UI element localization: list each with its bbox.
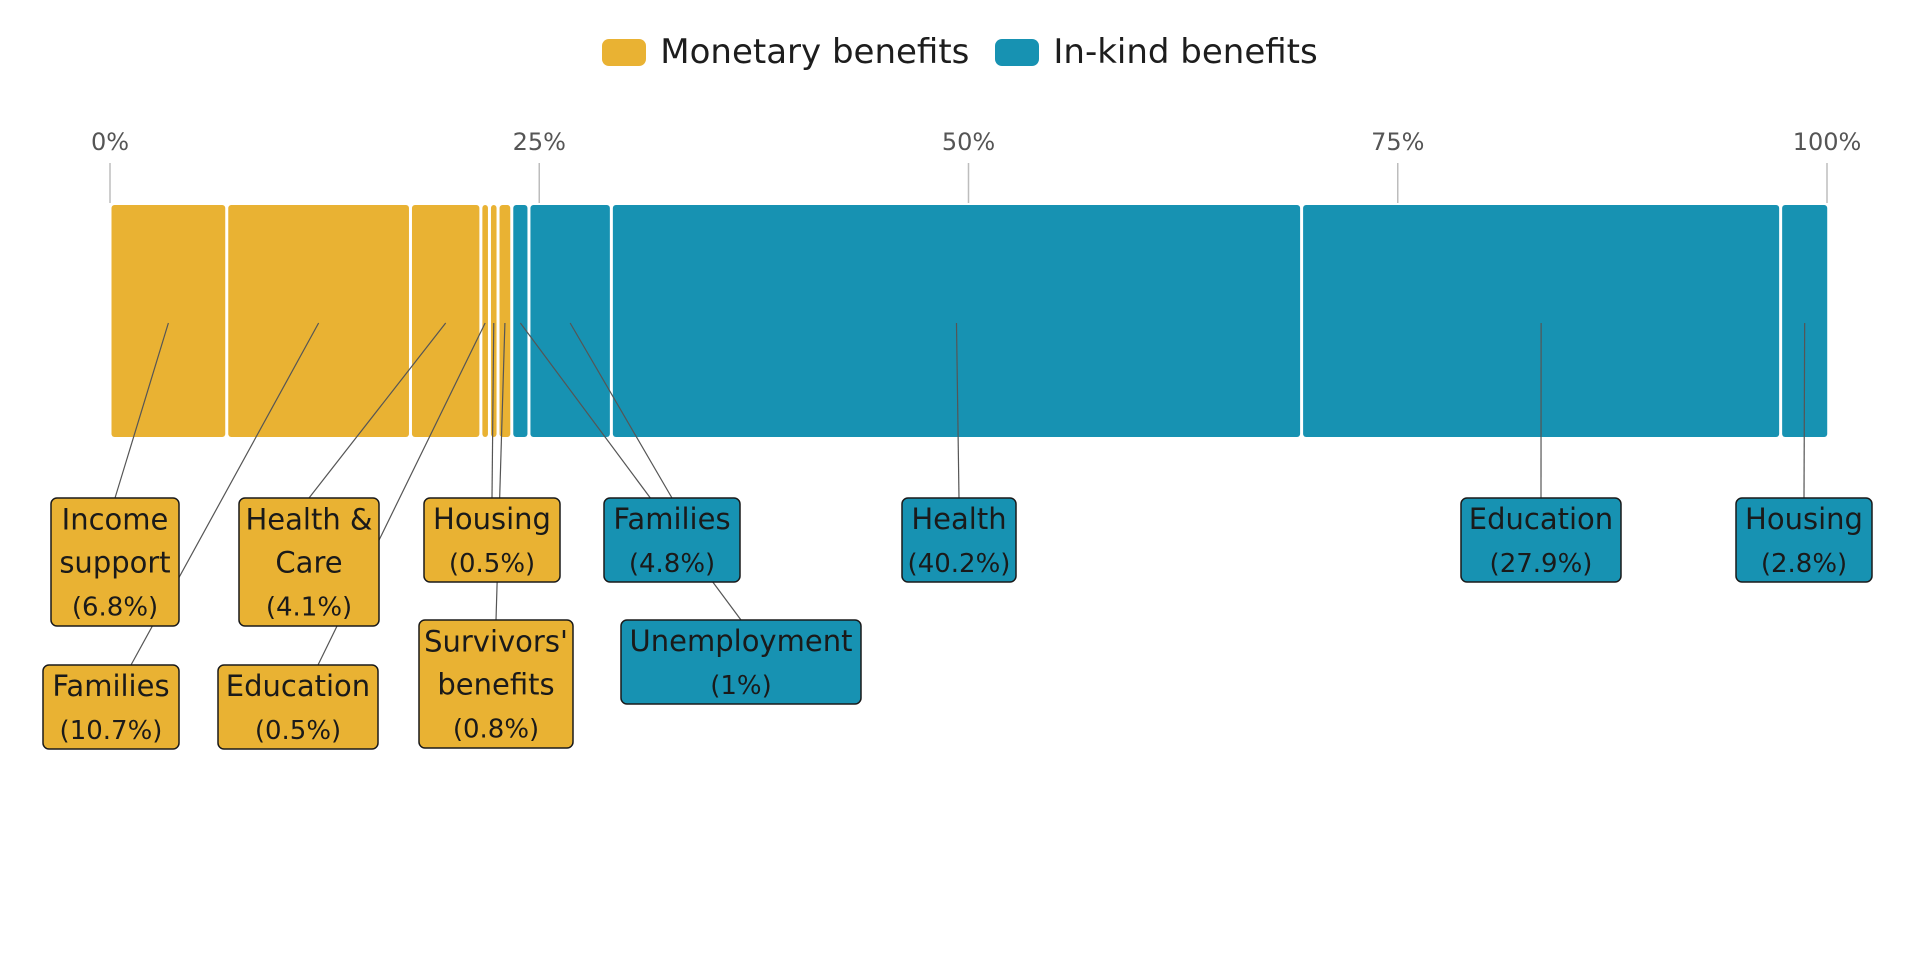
bar-segment[interactable] (499, 205, 511, 437)
segment-label-box (1735, 497, 1873, 583)
segment-value-label: (4.8%) (629, 549, 715, 579)
segment-name-label: Health (911, 502, 1006, 536)
axis-tick-label: 50% (942, 128, 995, 156)
segment-name-label: Care (275, 546, 342, 580)
segment-label-box (217, 664, 379, 750)
bar-segment[interactable] (490, 205, 497, 437)
segment-label-box (418, 619, 574, 749)
axis-tick-label: 100% (1793, 128, 1862, 156)
segment-name-label: Education (226, 669, 370, 703)
leader-line (491, 322, 495, 499)
segment-name-label: support (59, 546, 170, 580)
bar-segment[interactable] (482, 205, 488, 437)
axis-tick-label: 75% (1371, 128, 1424, 156)
segment-value-label: (0.8%) (453, 715, 539, 745)
segment-labels: Income support (6.8%) Families (10.7%) Health… (42, 497, 1873, 750)
segment-name-label: Education (1469, 502, 1613, 536)
segment-value-label: (2.8%) (1761, 549, 1847, 579)
segment-name-label: Housing (1745, 502, 1863, 536)
leader-line (114, 322, 169, 499)
segment-name-label: benefits (437, 668, 554, 702)
segment-label-box (901, 497, 1017, 583)
leader-line (569, 322, 673, 499)
bar-segment[interactable] (111, 205, 226, 437)
segment-label-box (1460, 497, 1622, 583)
axis-tick-label: 25% (513, 128, 566, 156)
legend-swatch-inkind (995, 38, 1040, 66)
segment-name-label: Unemployment (630, 624, 853, 658)
segment-value-label: (27.9%) (1490, 549, 1593, 579)
legend-label-monetary: Monetary benefits (660, 32, 970, 72)
segment-label-box (620, 619, 862, 705)
legend: Monetary benefits In-kind benefits (0, 32, 1920, 72)
segment-label-box (42, 664, 180, 750)
segment-value-label: (0.5%) (255, 716, 341, 746)
bar-segment[interactable] (1303, 205, 1780, 437)
segment-value-label: (6.8%) (72, 593, 158, 623)
segment-value-label: (0.5%) (449, 549, 535, 579)
legend-label-inkind: In-kind benefits (1053, 32, 1318, 72)
bar-segment[interactable] (530, 205, 610, 437)
segment-name-label: Survivors' (424, 625, 568, 659)
legend-swatch-monetary (602, 38, 647, 66)
segment-label-box (603, 497, 741, 583)
bar-segment[interactable] (513, 205, 528, 437)
segment-value-label: (1%) (710, 671, 772, 701)
segment-value-label: (10.7%) (60, 716, 163, 746)
segment-name-label: Health & (245, 503, 372, 537)
legend-item-monetary[interactable]: Monetary benefits (602, 32, 969, 72)
x-axis: 0% 25% 50% 75% 100% (91, 128, 1861, 203)
segment-name-label: Families (52, 669, 169, 703)
bar-segment[interactable] (411, 205, 480, 437)
leader-line (955, 322, 960, 499)
leader-line (1803, 322, 1806, 499)
bar-segments (111, 205, 1828, 437)
segment-name-label: Families (613, 502, 730, 536)
segment-name-label: Housing (433, 502, 551, 536)
leader-line (308, 322, 447, 499)
bar-segment[interactable] (612, 205, 1301, 437)
bar-segment[interactable] (228, 205, 409, 437)
legend-item-inkind[interactable]: In-kind benefits (995, 32, 1318, 72)
segment-label-box (423, 497, 561, 583)
axis-tick-label: 0% (91, 128, 129, 156)
segment-label-box (50, 497, 180, 627)
segment-label-box (238, 497, 380, 627)
segment-name-label: Income (62, 503, 169, 537)
bar-segment[interactable] (1782, 205, 1828, 437)
segment-value-label: (4.1%) (266, 593, 352, 623)
segment-value-label: (40.2%) (908, 549, 1011, 579)
